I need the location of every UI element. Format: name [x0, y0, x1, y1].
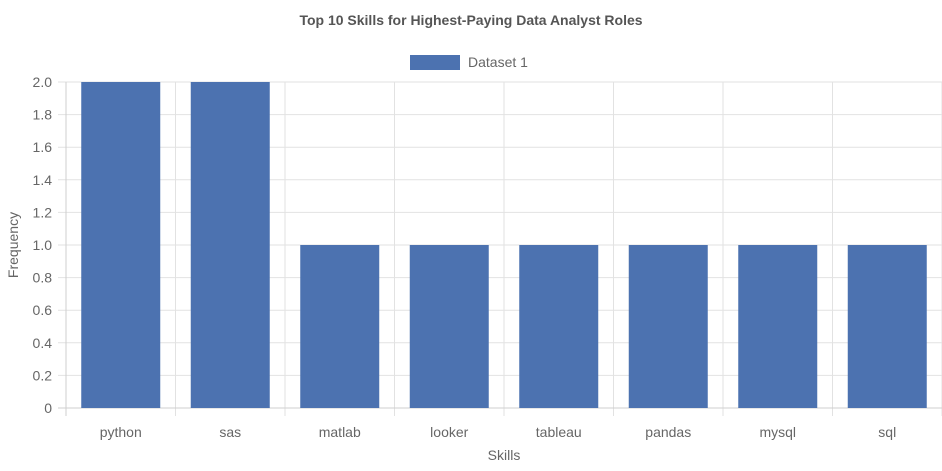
bar-mysql[interactable]	[738, 245, 818, 408]
y-tick-label: 1.6	[33, 139, 53, 155]
legend-swatch[interactable]	[410, 55, 460, 70]
bar-sql[interactable]	[847, 245, 927, 408]
y-tick-label: 1.8	[33, 107, 53, 123]
y-tick-label: 0.8	[33, 270, 53, 286]
y-tick-label: 1.4	[33, 172, 53, 188]
x-tick-label-python: python	[100, 424, 142, 440]
y-tick-label: 0.4	[33, 335, 53, 351]
x-tick-label-matlab: matlab	[319, 424, 361, 440]
bar-sas[interactable]	[190, 82, 270, 408]
chart-title: Top 10 Skills for Highest-Paying Data An…	[299, 12, 642, 28]
bars	[81, 82, 927, 408]
bar-tableau[interactable]	[519, 245, 599, 408]
legend-label[interactable]: Dataset 1	[468, 54, 528, 70]
bar-matlab[interactable]	[300, 245, 380, 408]
y-tick-label: 0.6	[33, 302, 53, 318]
y-tick-label: 1.0	[33, 237, 53, 253]
y-tick-label: 0	[44, 400, 52, 416]
bar-python[interactable]	[81, 82, 161, 408]
y-axis-title: Frequency	[5, 212, 21, 278]
x-tick-label-pandas: pandas	[645, 424, 691, 440]
bar-pandas[interactable]	[628, 245, 708, 408]
x-tick-label-tableau: tableau	[536, 424, 582, 440]
bar-looker[interactable]	[409, 245, 489, 408]
x-tick-label-sas: sas	[219, 424, 241, 440]
y-tick-label: 0.2	[33, 367, 53, 383]
x-axis-ticks: python sas matlab looker tableau pandas mysql s…	[100, 424, 896, 440]
y-axis-ticks: 0 0.2 0.4 0.6 0.8 1.0 1.2 1.4 1.6 1.8 2.0	[33, 74, 53, 416]
x-tick-label-mysql: mysql	[759, 424, 796, 440]
x-tick-label-looker: looker	[430, 424, 468, 440]
y-tick-label: 2.0	[33, 74, 53, 90]
legend[interactable]: Dataset 1	[410, 54, 528, 70]
x-tick-label-sql: sql	[878, 424, 896, 440]
x-axis-title: Skills	[488, 447, 521, 463]
y-tick-label: 1.2	[33, 204, 53, 220]
